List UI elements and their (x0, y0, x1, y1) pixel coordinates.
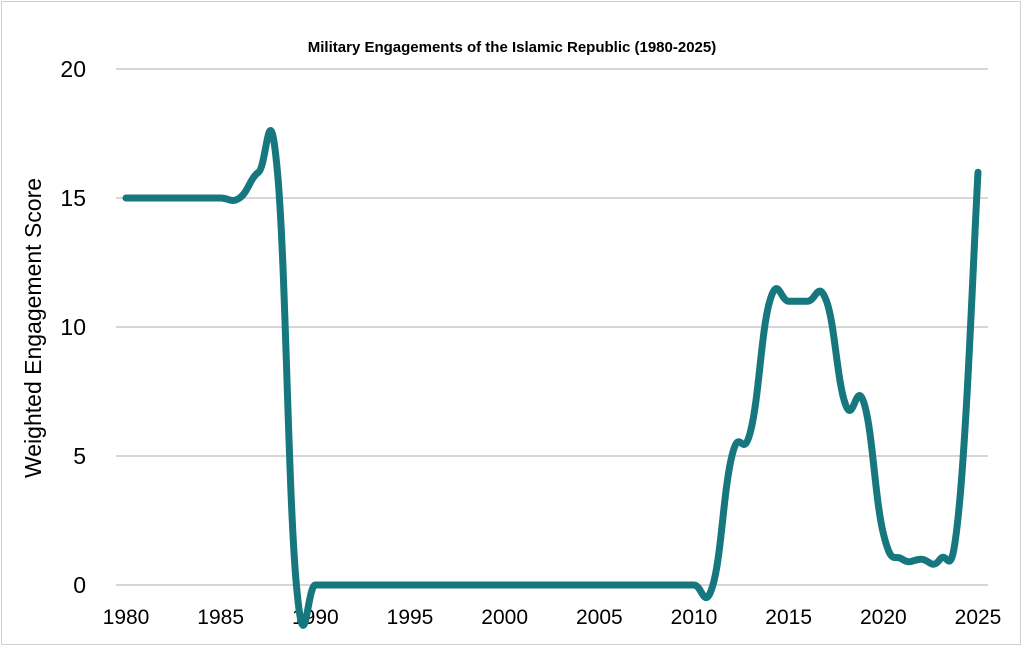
gridlines (116, 68, 988, 586)
x-tick-labels: 1980 1985 1990 1995 2000 2005 2010 2015 2020 2025 (103, 606, 1002, 629)
x-tick-label: 2015 (765, 606, 812, 629)
x-tick-label: 2000 (481, 606, 528, 629)
x-tick-label: 2020 (860, 606, 907, 629)
y-tick-label: 0 (73, 572, 86, 598)
x-tick-label: 1995 (387, 606, 434, 629)
y-tick-label: 20 (60, 56, 86, 82)
x-tick-label: 2025 (955, 606, 1002, 629)
y-axis-label: Weighted Engagement Score (20, 178, 46, 478)
x-tick-label: 1980 (103, 606, 150, 629)
chart-title: Military Engagements of the Islamic Repu… (308, 39, 716, 56)
series-lines (122, 127, 982, 629)
y-tick-label: 10 (60, 314, 86, 340)
x-tick-label: 2010 (671, 606, 718, 629)
x-tick-label: 2005 (576, 606, 623, 629)
y-tick-label: 5 (73, 443, 86, 469)
series-line (122, 127, 982, 629)
y-tick-labels: 0 5 10 15 20 (60, 56, 86, 598)
y-tick-label: 15 (60, 185, 86, 211)
x-tick-label: 1985 (197, 606, 244, 629)
